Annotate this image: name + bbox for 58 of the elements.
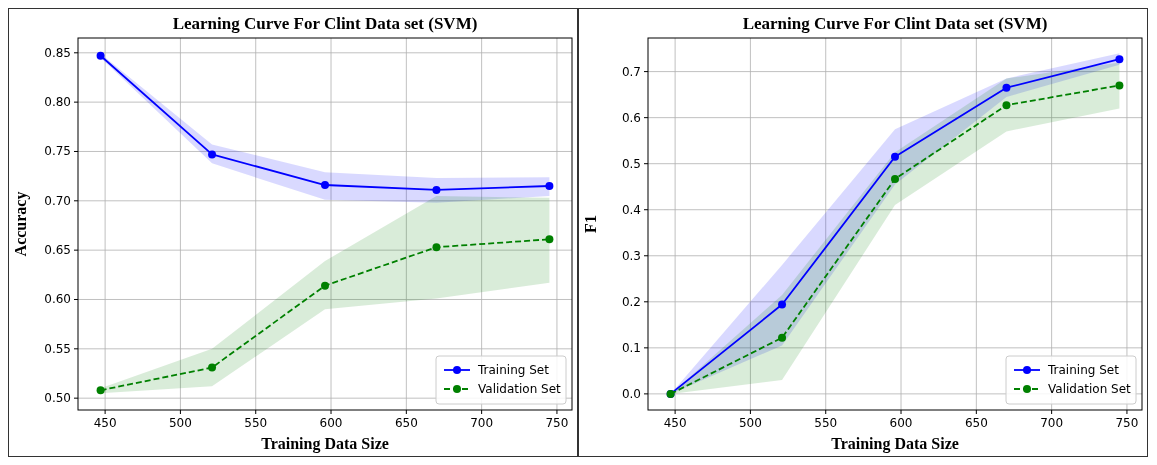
x-tick-label: 650 bbox=[964, 416, 988, 430]
legend-label: Validation Set bbox=[478, 382, 562, 396]
y-tick-label: 0.2 bbox=[621, 294, 641, 309]
y-tick-label: 0.6 bbox=[621, 110, 641, 125]
y-tick-label: 0.5 bbox=[621, 156, 641, 171]
y-tick-label: 0.65 bbox=[44, 243, 71, 258]
x-axis-title: Training Data Size bbox=[831, 435, 959, 453]
point bbox=[96, 51, 105, 60]
x-axis-title: Training Data Size bbox=[261, 435, 389, 453]
y-tick-label: 0.50 bbox=[44, 391, 71, 406]
y-tick-label: 0.3 bbox=[621, 248, 641, 263]
point bbox=[208, 363, 217, 372]
x-tick-label: 750 bbox=[545, 416, 569, 430]
point bbox=[1115, 81, 1124, 90]
x-tick-label: 600 bbox=[319, 416, 343, 430]
y-tick-label: 0.7 bbox=[621, 64, 641, 79]
point bbox=[432, 185, 441, 194]
point bbox=[432, 243, 441, 252]
y-tick-label: 0.80 bbox=[44, 95, 71, 110]
x-tick-label: 600 bbox=[889, 416, 913, 430]
y-tick-label: 0.70 bbox=[44, 193, 71, 208]
point bbox=[778, 300, 787, 309]
point bbox=[1115, 55, 1124, 64]
point bbox=[321, 281, 329, 290]
chart-title: Learning Curve For Clint Data set (SVM) bbox=[742, 14, 1048, 33]
point bbox=[545, 182, 554, 191]
x-tick-label: 450 bbox=[663, 416, 687, 430]
x-tick-label: 500 bbox=[738, 416, 762, 430]
y-axis-title: F1 bbox=[582, 215, 599, 233]
point bbox=[321, 181, 329, 190]
y-tick-label: 0.1 bbox=[621, 340, 641, 355]
legend-label: Validation Set bbox=[1048, 382, 1132, 396]
x-tick-label: 550 bbox=[814, 416, 838, 430]
x-tick-label: 500 bbox=[168, 416, 192, 430]
point bbox=[778, 333, 787, 342]
chart-title: Learning Curve For Clint Data set (SVM) bbox=[172, 14, 478, 33]
legend-label: Training Set bbox=[1047, 363, 1120, 377]
legend-label: Training Set bbox=[477, 363, 550, 377]
x-tick-label: 650 bbox=[394, 416, 418, 430]
point bbox=[1002, 83, 1011, 92]
y-axis-title: Accuracy bbox=[12, 191, 30, 257]
point bbox=[1002, 101, 1011, 110]
point bbox=[891, 152, 899, 161]
point bbox=[545, 235, 554, 244]
y-tick-label: 0.0 bbox=[621, 386, 641, 401]
y-tick-label: 0.55 bbox=[44, 341, 71, 356]
x-tick-label: 550 bbox=[244, 416, 268, 430]
point bbox=[96, 386, 105, 395]
x-tick-label: 700 bbox=[1040, 416, 1064, 430]
x-tick-label: 750 bbox=[1115, 416, 1139, 430]
y-tick-label: 0.85 bbox=[44, 45, 71, 60]
point bbox=[891, 174, 899, 183]
point bbox=[208, 150, 217, 159]
y-tick-label: 0.60 bbox=[44, 292, 71, 307]
y-tick-label: 0.75 bbox=[44, 144, 71, 159]
x-tick-label: 450 bbox=[93, 416, 117, 430]
x-tick-label: 700 bbox=[470, 416, 494, 430]
y-tick-label: 0.4 bbox=[621, 202, 641, 217]
